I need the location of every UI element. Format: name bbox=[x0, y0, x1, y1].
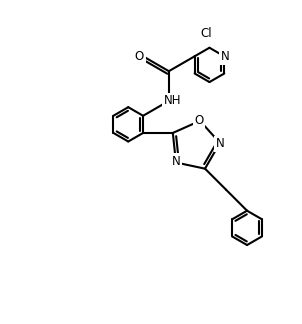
Text: Cl: Cl bbox=[201, 27, 212, 40]
Text: N: N bbox=[216, 137, 224, 150]
Text: N: N bbox=[221, 50, 230, 63]
Text: NH: NH bbox=[164, 94, 182, 108]
Text: O: O bbox=[134, 50, 144, 63]
Text: N: N bbox=[172, 155, 180, 168]
Text: O: O bbox=[194, 114, 204, 127]
